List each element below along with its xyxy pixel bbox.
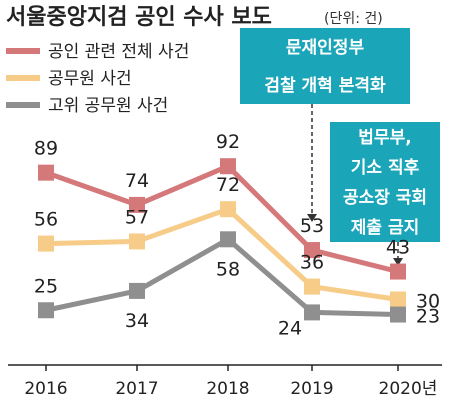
x-tick-label: 2017: [115, 379, 158, 399]
annotation-text: 문재인정부: [286, 38, 365, 58]
x-tick-label: 2018: [206, 379, 249, 399]
data-point: [129, 233, 145, 250]
annotation-text: 검찰 개혁 본격화: [264, 75, 386, 96]
data-label: 53: [300, 215, 324, 237]
legend-label: 공인 관련 전체 사건: [48, 42, 189, 62]
annotation-arrow-head: [307, 214, 317, 222]
data-labels: 89 74 92 53 43 56 57 72 36 30 25 34 58 24 23: [34, 131, 440, 339]
annotation-arrow-head: [393, 258, 403, 266]
x-tick-label: 2020년: [379, 379, 438, 399]
annotation-box: [240, 28, 410, 104]
legend-label: 공무원 사건: [48, 69, 132, 89]
data-point: [129, 282, 145, 299]
data-point: [220, 201, 236, 218]
data-label: 34: [125, 310, 149, 332]
data-label: 57: [125, 206, 149, 228]
data-point: [390, 263, 406, 280]
data-label: 89: [34, 138, 58, 160]
annotation-text: 기소 직후: [351, 157, 420, 178]
data-label: 24: [278, 317, 302, 339]
data-point: [38, 235, 54, 252]
data-label: 36: [300, 252, 324, 274]
data-point: [38, 164, 54, 181]
data-label: 74: [125, 170, 149, 192]
data-point: [390, 306, 406, 323]
x-tick-label: 2019: [290, 379, 333, 399]
unit-label: (단위: 건): [324, 11, 383, 27]
chart-title: 서울중앙지검 공인 수사 보도: [6, 5, 272, 30]
data-label: 30: [416, 291, 440, 313]
data-point: [220, 231, 236, 248]
annotation-text: 공소장 국회: [343, 188, 427, 208]
data-point: [304, 304, 320, 321]
data-label: 72: [216, 174, 240, 196]
data-point: [129, 196, 145, 213]
series-markers: [38, 158, 406, 323]
annotation-text: 법무부,: [358, 128, 411, 148]
data-label: 92: [216, 131, 240, 153]
data-label: 56: [34, 209, 58, 231]
data-point: [390, 291, 406, 308]
data-point: [304, 278, 320, 295]
data-label: 58: [216, 258, 240, 280]
legend-label: 고위 공무원 사건: [48, 96, 168, 116]
data-label: 43: [386, 237, 410, 259]
annotation-text: 제출 금지: [351, 218, 419, 238]
annotation-box: [330, 122, 440, 242]
data-point: [38, 302, 54, 319]
data-label: 23: [416, 306, 440, 328]
x-tick-label: 2016: [24, 379, 67, 399]
x-tick-labels: 2016 2017 2018 2019 2020년: [24, 365, 437, 399]
data-point: [220, 158, 236, 175]
data-point: [304, 242, 320, 259]
data-label: 25: [34, 275, 58, 297]
